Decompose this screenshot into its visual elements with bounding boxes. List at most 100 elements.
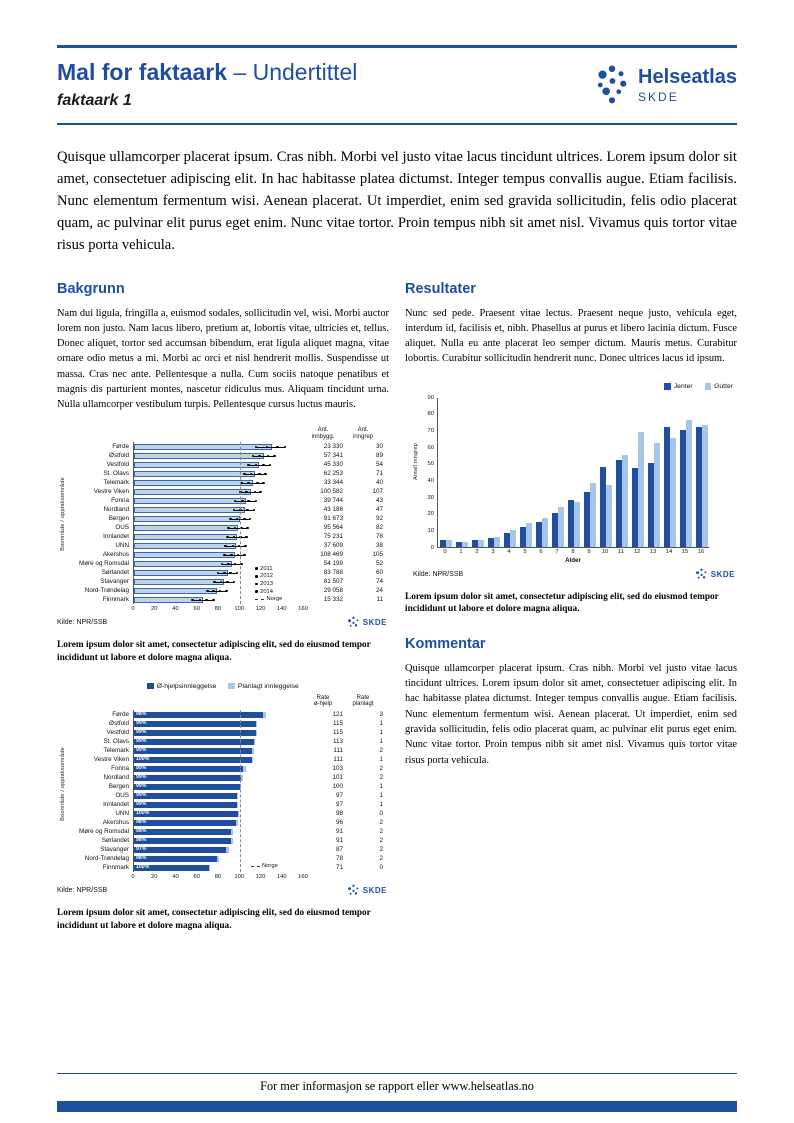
year-dot xyxy=(268,463,272,467)
chart3-y-axis-label: Antall inngrep xyxy=(413,442,419,480)
chart2-row: Nordland 99% 101 2 xyxy=(57,773,389,783)
skde-logo-text: SKDE xyxy=(710,569,735,579)
bar-ohjelp xyxy=(134,720,257,727)
year-dot xyxy=(229,517,232,521)
x-tick-label: 0 xyxy=(131,873,135,880)
year-dot xyxy=(235,571,239,575)
year-dot xyxy=(243,472,246,476)
value-rate-ohjelp: 115 xyxy=(332,729,343,737)
chart1-row: Østfold 57 341 89 xyxy=(57,451,389,461)
rate-bar xyxy=(134,470,256,477)
bar-jenter xyxy=(648,463,654,547)
bar-gutter xyxy=(654,443,660,547)
row-label: Akershus xyxy=(102,550,129,558)
page-title-main: Mal for faktaark xyxy=(57,59,228,85)
value-rate-planlagt: 1 xyxy=(379,756,383,764)
value-rate-planlagt: 2 xyxy=(379,774,383,782)
bar-track xyxy=(133,460,303,470)
bar-planlagt xyxy=(251,747,255,754)
rate-bar xyxy=(134,452,264,459)
value-rate-planlagt: 0 xyxy=(379,864,383,872)
chart1-legend: 2011 2012 2013 2014 Norge xyxy=(255,565,282,602)
page-header: Mal for faktaark – Undertittel faktaark … xyxy=(57,60,737,110)
row-label: St. Olavs xyxy=(103,737,129,745)
row-label: Sørlandet xyxy=(101,836,129,844)
bar-jenter xyxy=(664,426,670,547)
y-tick-label: 80 xyxy=(427,411,434,418)
y-tick-label: 60 xyxy=(427,444,434,451)
bar-track xyxy=(133,523,303,533)
x-tick-label: 40 xyxy=(172,873,179,880)
bar-pct-label: 99% xyxy=(136,792,147,799)
chart-source-row: Kilde: NPR/SSB SKDE xyxy=(57,616,389,629)
legend-label: Ø-hjelpsinnleggelse xyxy=(156,682,217,690)
fig3-chart: Jenter Gutter Antall inngrep 0 10 20 30 40 50 60 7… xyxy=(413,383,737,581)
chart3-plot xyxy=(437,397,709,548)
bar-track: 99% xyxy=(133,746,303,756)
row-label: Telemark xyxy=(103,478,129,486)
bar-jenter xyxy=(600,466,606,547)
y-tick-label: 50 xyxy=(427,461,434,468)
year-dot xyxy=(247,499,251,503)
bar-ohjelp xyxy=(134,765,244,772)
year-dot xyxy=(238,490,242,494)
chart3-x-axis-label: Alder xyxy=(565,556,581,564)
legend-swatch xyxy=(664,383,671,390)
row-label: Nordland xyxy=(103,505,129,513)
left-column: Bakgrunn Nam dui ligula, fringilla a, eu… xyxy=(57,281,389,933)
x-tick-label: 4 xyxy=(507,549,511,556)
year-dot xyxy=(246,508,249,512)
value-rate-planlagt: 1 xyxy=(379,720,383,728)
bar-gutter xyxy=(526,523,532,547)
row-label: OUS xyxy=(115,523,129,531)
year-dot xyxy=(258,454,261,458)
legend-label: 2011 xyxy=(260,565,273,572)
bar-pct-label: 99% xyxy=(136,720,147,727)
bakgrunn-body: Nam dui ligula, fringilla a, euismod sod… xyxy=(57,307,389,411)
bar-track xyxy=(133,442,303,452)
col-header-rate-planlagt: Rate planlagt xyxy=(352,694,374,708)
chart2-row: UNN 100% 98 0 xyxy=(57,809,389,819)
chart2-row: Fonna 99% 103 2 xyxy=(57,764,389,774)
bar-ohjelp xyxy=(134,711,263,718)
row-label: Stavanger xyxy=(100,577,129,585)
rate-bar xyxy=(134,569,228,576)
chart2-row: Innlandet 99% 97 1 xyxy=(57,800,389,810)
chart2-x-axis: 0 20 40 60 80 100 120 140 160 xyxy=(131,872,307,880)
bar-ohjelp xyxy=(134,864,210,871)
year-whisker xyxy=(233,509,255,511)
value-rate-planlagt: 2 xyxy=(379,846,383,854)
row-label: Nord-Trøndelag xyxy=(84,854,129,862)
bar-gutter xyxy=(638,431,644,547)
year-whisker xyxy=(228,527,248,529)
bar-track: 99% xyxy=(133,737,303,747)
value-innbygg: 43 186 xyxy=(323,506,343,514)
chart2-row: Bergen 99% 100 1 xyxy=(57,782,389,792)
chart2-row: Vestre Viken 100% 111 1 xyxy=(57,755,389,765)
row-label: UNN xyxy=(115,541,129,549)
bar-planlagt xyxy=(251,756,253,763)
year-dot xyxy=(213,580,217,584)
legend-label: 2012 xyxy=(260,573,273,580)
bar-track: 98% xyxy=(133,710,303,720)
row-label: Møre og Romsdal xyxy=(78,827,129,835)
bar-track: 98% xyxy=(133,818,303,828)
value-rate-planlagt: 1 xyxy=(379,783,383,791)
year-dot xyxy=(223,553,226,557)
chart1-row: Nordland 43 186 47 xyxy=(57,505,389,515)
chart3-y-ticks: 0 10 20 30 40 50 60 70 80 90 xyxy=(421,395,437,551)
x-tick-label: 3 xyxy=(491,549,495,556)
bar-pct-label: 99% xyxy=(136,747,147,754)
legend-label: Jenter xyxy=(673,382,693,390)
bar-track: 98% xyxy=(133,827,303,837)
year-dot xyxy=(236,553,240,557)
bar-track xyxy=(133,550,303,560)
value-inngrep: 40 xyxy=(375,479,383,487)
year-dot xyxy=(249,472,253,476)
value-inngrep: 52 xyxy=(375,560,383,568)
bar-gutter xyxy=(606,485,612,547)
chart1-row: Møre og Romsdal 54 199 52 xyxy=(57,559,389,569)
year-dot xyxy=(224,544,227,548)
value-innbygg: 83 788 xyxy=(323,569,343,577)
rate-bar xyxy=(134,497,246,504)
